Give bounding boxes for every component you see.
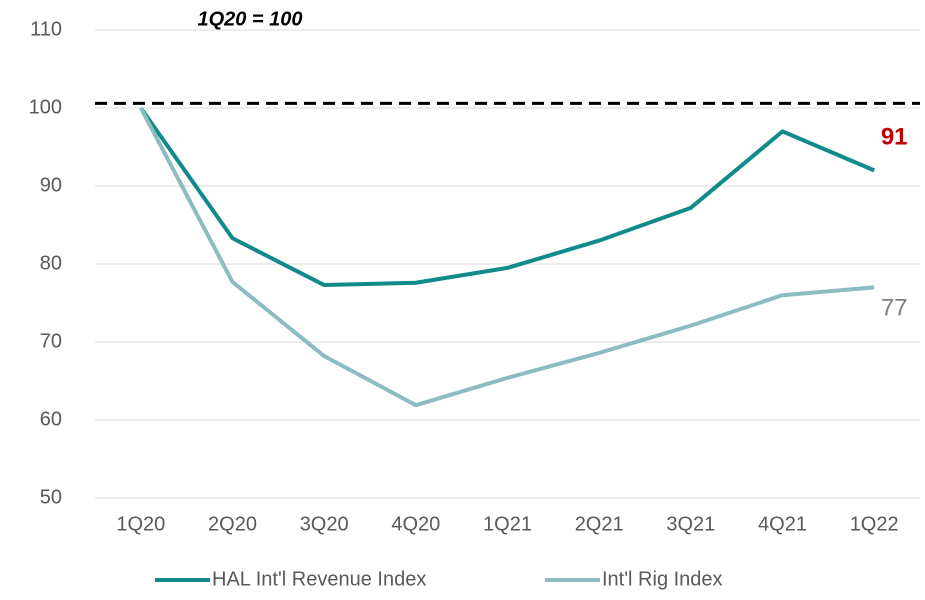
annotation: 77 xyxy=(881,295,908,322)
x-tick-label: 1Q22 xyxy=(850,513,899,535)
annotation: 91 xyxy=(881,124,908,151)
x-tick-label: 4Q20 xyxy=(391,513,440,535)
y-tick-label: 80 xyxy=(40,252,62,274)
x-tick-label: 1Q20 xyxy=(116,513,165,535)
series-line xyxy=(139,107,875,408)
x-tick-label: 1Q21 xyxy=(483,513,532,535)
y-tick-label: 90 xyxy=(40,174,62,196)
x-tick-label: 3Q21 xyxy=(666,513,715,535)
series-line xyxy=(139,106,875,288)
legend-label: Int'l Rig Index xyxy=(602,568,723,590)
y-tick-label: 50 xyxy=(40,486,62,508)
legend-label: HAL Int'l Revenue Index xyxy=(212,568,426,590)
x-tick-label: 3Q20 xyxy=(300,513,349,535)
x-tick-label: 2Q20 xyxy=(208,513,257,535)
x-tick-label: 2Q21 xyxy=(575,513,624,535)
y-tick-label: 100 xyxy=(29,96,62,118)
y-tick-label: 70 xyxy=(40,330,62,352)
chart-subtitle: 1Q20 = 100 xyxy=(197,8,302,30)
x-tick-label: 4Q21 xyxy=(758,513,807,535)
y-tick-label: 110 xyxy=(30,18,62,40)
y-tick-label: 60 xyxy=(40,408,62,430)
